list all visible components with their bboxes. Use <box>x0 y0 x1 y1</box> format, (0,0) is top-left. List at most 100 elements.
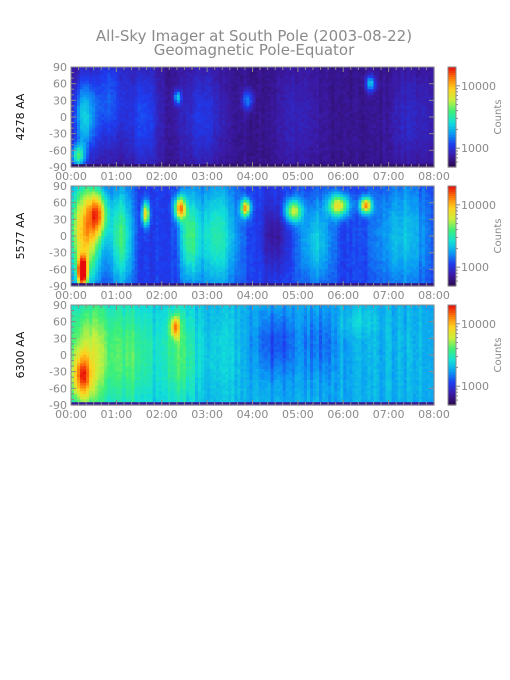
heatmap-cell <box>161 139 166 143</box>
heatmap-cell <box>98 83 102 88</box>
heatmap-cell <box>116 105 121 110</box>
heatmap-cell <box>110 108 114 113</box>
heatmap-cell <box>116 69 121 74</box>
heatmap-cell <box>137 94 142 99</box>
heatmap-cell <box>158 108 163 113</box>
heatmap-cell <box>122 111 127 115</box>
heatmap-cell <box>131 158 136 163</box>
heatmap-cell <box>119 67 124 71</box>
heatmap-cell <box>140 100 145 104</box>
heatmap-cell <box>146 97 151 101</box>
heatmap-cell <box>119 144 124 149</box>
heatmap-cell <box>89 122 93 126</box>
heatmap-cell <box>113 80 117 85</box>
heatmap-cell <box>101 80 105 85</box>
heatmap-cell <box>119 83 124 88</box>
heatmap-cell <box>161 80 166 85</box>
heatmap-cell <box>89 94 93 99</box>
heatmap-cell <box>95 94 99 99</box>
heatmap-cell <box>95 142 99 146</box>
heatmap-cell <box>128 133 133 138</box>
heatmap-cell <box>98 89 102 93</box>
heatmap-cell <box>95 161 99 165</box>
heatmap-cell <box>158 111 163 115</box>
heatmap-cell <box>107 100 111 104</box>
heatmap-cell <box>107 83 111 88</box>
heatmap-cell <box>86 97 90 101</box>
heatmap-cell <box>134 108 139 113</box>
heatmap-cell <box>98 105 102 110</box>
heatmap-cell <box>107 114 111 118</box>
heatmap-cell <box>92 86 96 90</box>
heatmap-cell <box>152 139 157 143</box>
heatmap-cell <box>101 97 105 101</box>
heatmap-cell <box>125 164 130 168</box>
heatmap-cell <box>143 105 148 110</box>
heatmap-cell <box>140 125 145 129</box>
heatmap-cell <box>131 139 136 143</box>
heatmap-cell <box>128 103 133 107</box>
heatmap-cell <box>107 103 111 107</box>
heatmap-cell <box>83 100 87 104</box>
heatmap-cell <box>119 133 124 138</box>
heatmap-cell <box>71 117 75 121</box>
heatmap-cell <box>149 133 154 138</box>
heatmap-cell <box>158 100 163 104</box>
heatmap-cell <box>80 86 84 90</box>
heatmap-cell <box>110 86 114 90</box>
heatmap-cell <box>119 92 124 96</box>
heatmap-cell <box>134 117 139 121</box>
heatmap-cell <box>134 105 139 110</box>
heatmap-cell <box>119 125 124 129</box>
heatmap-cell <box>161 144 166 149</box>
heatmap-cell <box>83 86 87 90</box>
heatmap-cell <box>95 105 99 110</box>
heatmap-cell <box>134 139 139 143</box>
heatmap-cell <box>140 122 145 126</box>
heatmap-cell <box>107 80 111 85</box>
heatmap-cell <box>134 67 139 71</box>
heatmap-cell <box>119 80 124 85</box>
heatmap-cell <box>128 128 133 132</box>
heatmap-cell <box>155 161 160 165</box>
heatmap-cell <box>80 94 84 99</box>
heatmap-cell <box>158 164 163 168</box>
heatmap-cell <box>125 97 130 101</box>
heatmap-cell <box>113 92 117 96</box>
heatmap-cell <box>83 75 87 79</box>
heatmap-cell <box>77 83 81 88</box>
heatmap-cell <box>110 114 114 118</box>
heatmap-cell <box>98 147 102 151</box>
heatmap-cell <box>131 114 136 118</box>
heatmap-cell <box>125 155 130 160</box>
heatmap-cell <box>83 139 87 143</box>
heatmap-cell <box>161 136 166 140</box>
heatmap-cell <box>137 155 142 160</box>
heatmap-cell <box>113 86 117 90</box>
heatmap-cell <box>101 144 105 149</box>
heatmap-cell <box>95 114 99 118</box>
heatmap-cell <box>128 92 133 96</box>
heatmap-cell <box>152 89 157 93</box>
heatmap-cell <box>158 92 163 96</box>
heatmap-cell <box>161 114 166 118</box>
heatmap-cell <box>143 128 148 132</box>
heatmap-cell <box>98 150 102 154</box>
heatmap-cell <box>149 144 154 149</box>
heatmap-cell <box>143 158 148 163</box>
heatmap-cell <box>83 128 87 132</box>
heatmap-cell <box>119 122 124 126</box>
heatmap-cell <box>137 80 142 85</box>
heatmap-cell <box>113 114 117 118</box>
heatmap-cell <box>71 158 75 163</box>
heatmap-cell <box>92 125 96 129</box>
heatmap-cell <box>161 117 166 121</box>
heatmap-cell <box>119 100 124 104</box>
heatmap-cell <box>107 150 111 154</box>
heatmap-cell <box>83 164 87 168</box>
heatmap-cell <box>116 92 121 96</box>
heatmap-cell <box>161 130 166 135</box>
heatmap-cell <box>83 78 87 82</box>
heatmap-cell <box>107 130 111 135</box>
heatmap-cell <box>107 125 111 129</box>
